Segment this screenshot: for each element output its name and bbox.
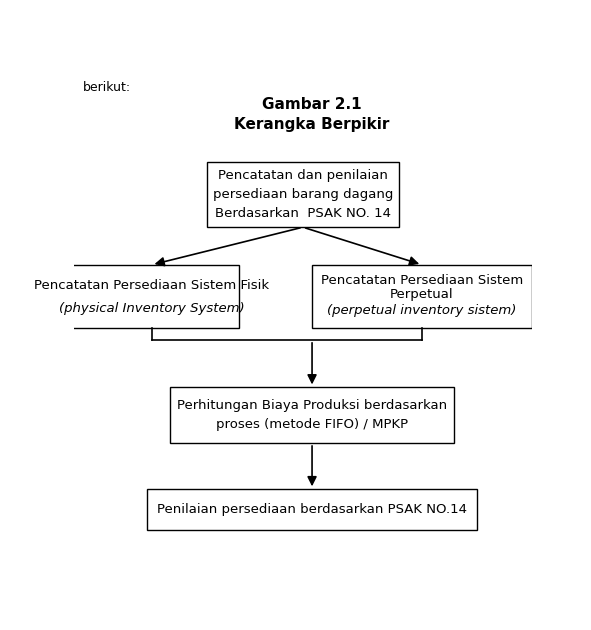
Text: (perpetual inventory sistem): (perpetual inventory sistem) bbox=[327, 304, 517, 318]
FancyBboxPatch shape bbox=[207, 162, 399, 227]
Text: Pencatatan dan penilaian
persediaan barang dagang
Berdasarkan  PSAK NO. 14: Pencatatan dan penilaian persediaan bara… bbox=[213, 169, 393, 220]
Text: Kerangka Berpikir: Kerangka Berpikir bbox=[235, 117, 389, 132]
FancyBboxPatch shape bbox=[312, 265, 532, 328]
Text: Pencatatan Persediaan Sistem: Pencatatan Persediaan Sistem bbox=[321, 274, 523, 287]
Text: Gambar 2.1: Gambar 2.1 bbox=[262, 97, 362, 112]
Text: Penilaian persediaan berdasarkan PSAK NO.14: Penilaian persediaan berdasarkan PSAK NO… bbox=[157, 503, 467, 516]
FancyBboxPatch shape bbox=[147, 489, 477, 530]
FancyBboxPatch shape bbox=[65, 265, 239, 328]
FancyBboxPatch shape bbox=[170, 387, 454, 443]
Text: (physical Inventory System): (physical Inventory System) bbox=[59, 302, 245, 315]
Text: Perpetual: Perpetual bbox=[390, 289, 454, 301]
Text: Pencatatan Persediaan Sistem Fisik: Pencatatan Persediaan Sistem Fisik bbox=[34, 278, 269, 292]
Text: Perhitungan Biaya Produksi berdasarkan
proses (metode FIFO) / MPKP: Perhitungan Biaya Produksi berdasarkan p… bbox=[177, 399, 447, 431]
Text: berikut:: berikut: bbox=[83, 81, 131, 94]
